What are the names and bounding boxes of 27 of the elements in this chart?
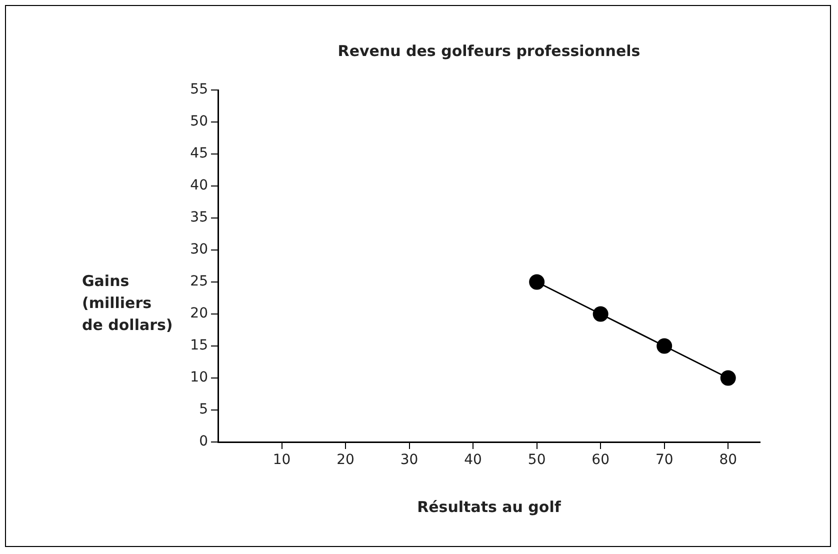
x-tick-label: 80 [719,452,738,468]
point [529,274,545,290]
y-tick-label: 50 [190,114,208,130]
y-tick-label: 35 [190,210,208,226]
x-tick-label: 30 [400,452,418,468]
x-tick-label: 40 [464,452,482,468]
y-tick-label: 0 [199,434,208,450]
x-tick-label: 60 [592,452,610,468]
y-tick-label: 5 [199,402,208,418]
y-tick-label: 10 [190,370,208,386]
point [720,370,736,386]
y-tick-label: 20 [190,306,208,322]
y-tick-label: 30 [190,242,208,258]
point [656,338,672,354]
x-tick-label: 70 [655,452,674,468]
y-tick-label: 15 [190,338,208,354]
y-tick-label: 55 [190,82,208,98]
x-tick-label: 20 [336,452,354,468]
y-tick-label: 40 [190,178,208,194]
y-tick-label: 25 [190,274,208,290]
x-tick-label: 50 [528,452,546,468]
y-axis-title: Gains (milliers de dollars) [82,271,173,336]
y-tick-label: 45 [190,146,208,162]
chart-title: Revenu des golfeurs professionnels [336,42,642,60]
x-axis-title: Résultats au golf [416,498,562,516]
x-tick-label: 10 [272,452,291,468]
point [592,306,608,322]
